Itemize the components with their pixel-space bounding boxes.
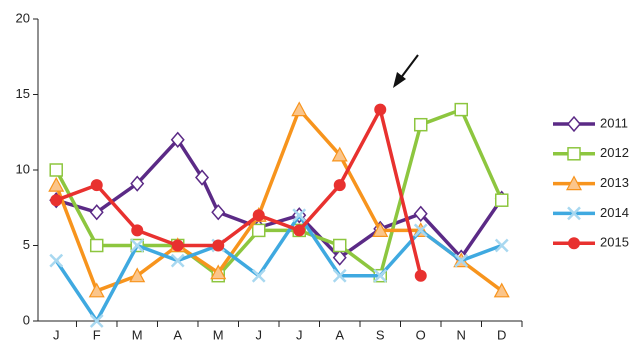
marker xyxy=(170,131,185,148)
marker xyxy=(251,223,266,238)
marker xyxy=(413,223,428,238)
marker xyxy=(413,117,428,132)
legend-item: 2013 xyxy=(553,175,629,191)
marker xyxy=(170,253,185,268)
y-tick-label: 10 xyxy=(16,161,30,176)
x-tick-label: A xyxy=(335,327,344,342)
marker xyxy=(171,239,184,252)
y-tick-label: 15 xyxy=(16,86,30,101)
legend-label: 2011 xyxy=(600,115,628,130)
marker xyxy=(210,264,227,280)
marker xyxy=(494,193,509,207)
series-line xyxy=(55,107,423,277)
marker xyxy=(212,239,225,252)
series xyxy=(50,103,427,282)
marker xyxy=(89,238,104,253)
marker xyxy=(414,269,427,282)
x-tick-label: M xyxy=(132,327,143,342)
legend-item: 2011 xyxy=(553,115,628,133)
marker xyxy=(374,103,387,116)
x-tick-label: J xyxy=(296,327,303,342)
x-tick-label: S xyxy=(376,327,385,342)
series-line xyxy=(54,107,504,278)
marker xyxy=(413,205,428,222)
marker xyxy=(332,268,347,283)
marker xyxy=(333,179,346,192)
marker xyxy=(494,238,509,253)
marker xyxy=(130,175,145,192)
x-tick-label: J xyxy=(255,327,262,342)
marker xyxy=(373,268,388,283)
marker xyxy=(567,115,581,133)
series-line xyxy=(54,107,503,293)
marker xyxy=(211,204,226,221)
marker xyxy=(567,147,581,161)
series xyxy=(49,102,509,283)
marker xyxy=(88,282,105,298)
marker xyxy=(332,249,347,266)
legend-item: 2012 xyxy=(553,145,629,161)
marker xyxy=(89,204,104,221)
legend-label: 2015 xyxy=(600,235,629,250)
x-tick-label: J xyxy=(53,327,60,342)
marker xyxy=(89,314,104,328)
marker xyxy=(332,238,347,253)
marker xyxy=(331,146,348,162)
marker xyxy=(565,175,583,191)
legend-item: 2015 xyxy=(553,235,629,250)
marker xyxy=(50,194,63,207)
y-tick-label: 5 xyxy=(23,237,30,252)
marker xyxy=(568,237,580,250)
marker xyxy=(493,282,510,298)
legend-label: 2013 xyxy=(600,175,629,190)
annotation-arrow xyxy=(393,54,419,88)
marker xyxy=(252,209,265,222)
y-tick-label: 20 xyxy=(16,10,30,25)
y-tick-label: 0 xyxy=(23,312,30,327)
marker xyxy=(49,163,63,177)
marker xyxy=(131,224,144,237)
marker xyxy=(291,101,308,117)
marker xyxy=(195,169,210,186)
legend-label: 2012 xyxy=(600,145,629,160)
legend-item: 2014 xyxy=(553,205,629,221)
x-tick-label: F xyxy=(93,327,101,342)
legend-label: 2014 xyxy=(600,205,629,220)
marker xyxy=(292,208,307,223)
marker xyxy=(454,253,469,268)
marker xyxy=(567,206,581,221)
marker xyxy=(454,102,468,117)
marker xyxy=(48,176,65,192)
marker xyxy=(130,238,145,253)
marker xyxy=(251,268,266,283)
series xyxy=(49,208,509,328)
x-tick-label: A xyxy=(173,327,182,342)
series xyxy=(48,101,510,298)
x-tick-label: O xyxy=(416,327,426,342)
x-tick-label: N xyxy=(457,327,466,342)
marker xyxy=(372,222,389,237)
marker xyxy=(129,267,146,283)
marker xyxy=(49,253,64,268)
marker xyxy=(90,179,103,192)
marker xyxy=(293,224,306,237)
x-tick-label: M xyxy=(213,327,224,342)
x-tick-label: D xyxy=(497,327,506,342)
